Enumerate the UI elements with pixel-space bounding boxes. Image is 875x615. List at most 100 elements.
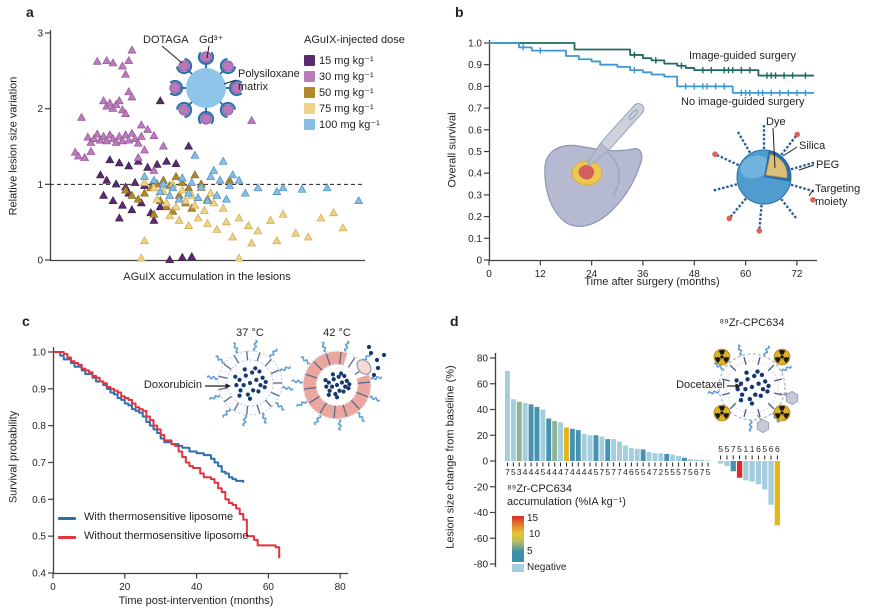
accumulation-colorbar: ⁸⁹Zr-CPC634 accumulation (%IA kg⁻¹) 15 1… bbox=[507, 483, 667, 583]
panel-c-survival: 0.4 0.5 0.6 0.7 0.8 0.9 1.0 0 20 40 60 80 c Surviva… bbox=[0, 305, 437, 615]
scatter-plot-a: 0 1 2 3 bbox=[37, 28, 365, 267]
swatch-100-icon bbox=[304, 118, 315, 130]
svg-text:5: 5 bbox=[670, 467, 675, 477]
swatch-30-icon bbox=[304, 70, 315, 82]
svg-text:5: 5 bbox=[718, 444, 723, 454]
peg-label: PEG bbox=[816, 159, 840, 171]
svg-text:0: 0 bbox=[476, 256, 482, 267]
svg-text:0.6: 0.6 bbox=[468, 125, 482, 136]
svg-text:0: 0 bbox=[37, 256, 43, 267]
image-guided-surgery-label: Image-guided surgery bbox=[689, 50, 797, 62]
svg-text:0.7: 0.7 bbox=[32, 458, 46, 469]
svg-text:40: 40 bbox=[191, 582, 203, 593]
svg-text:0: 0 bbox=[482, 457, 488, 468]
blue-line-icon bbox=[58, 517, 76, 520]
temp-37-label: 37 °C bbox=[236, 327, 264, 339]
svg-text:4: 4 bbox=[582, 467, 587, 477]
svg-text:0.8: 0.8 bbox=[32, 421, 46, 432]
panel-a-y-axis-title: Relative lesion size variation bbox=[7, 76, 20, 216]
svg-text:5: 5 bbox=[594, 467, 599, 477]
legend-label: With thermosensitive liposome bbox=[84, 511, 234, 523]
dotaga-label: DOTAGA bbox=[143, 34, 189, 46]
svg-text:4: 4 bbox=[647, 467, 652, 477]
svg-text:5: 5 bbox=[605, 467, 610, 477]
svg-text:0: 0 bbox=[486, 269, 492, 280]
svg-text:4: 4 bbox=[523, 467, 528, 477]
panel-b-survival: 0 0.1 0.2 0.3 0.4 0.5 0.6 0.7 0.8 0.9 1.0 0 12 24 36 48… bbox=[437, 0, 875, 305]
svg-text:0: 0 bbox=[50, 582, 56, 593]
svg-text:5: 5 bbox=[635, 467, 640, 477]
svg-text:0.3: 0.3 bbox=[468, 190, 482, 201]
svg-text:80: 80 bbox=[477, 354, 489, 365]
legend-label: 75 mg kg⁻¹ bbox=[319, 102, 374, 115]
svg-text:4: 4 bbox=[570, 467, 575, 477]
svg-text:1: 1 bbox=[750, 444, 755, 454]
km-plot-c: 0.4 0.5 0.6 0.7 0.8 0.9 1.0 0 20 40 60 80 bbox=[32, 339, 387, 593]
legend-label: Without thermosensitive liposome bbox=[84, 530, 249, 542]
svg-text:20: 20 bbox=[119, 582, 131, 593]
svg-text:2: 2 bbox=[37, 104, 43, 115]
svg-text:6: 6 bbox=[756, 444, 761, 454]
svg-text:7: 7 bbox=[564, 467, 569, 477]
doxorubicin-label: Doxorubicin bbox=[143, 379, 202, 391]
svg-text:5: 5 bbox=[511, 467, 516, 477]
colorbar-tick-15: 15 bbox=[527, 513, 539, 524]
km-plot-b: 0 0.1 0.2 0.3 0.4 0.5 0.6 0.7 0.8 0.9 1.0 0 12 24 36 48… bbox=[468, 39, 817, 280]
svg-text:7: 7 bbox=[682, 467, 687, 477]
swatch-75-icon bbox=[304, 102, 315, 114]
legend-title: AGuIX-injected dose bbox=[304, 34, 405, 46]
svg-text:60: 60 bbox=[263, 582, 275, 593]
colorbar-tick-5: 5 bbox=[527, 546, 533, 557]
legend-item-with-liposome: With thermosensitive liposome bbox=[58, 511, 248, 523]
svg-text:4: 4 bbox=[529, 467, 534, 477]
colorbar-title: ⁸⁹Zr-CPC634 accumulation (%IA kg⁻¹) bbox=[507, 483, 626, 508]
svg-text:5: 5 bbox=[737, 444, 742, 454]
swatch-15-icon bbox=[304, 54, 315, 66]
colorbar-negative-label: Negative bbox=[527, 562, 567, 573]
svg-text:7: 7 bbox=[731, 444, 736, 454]
svg-text:1.0: 1.0 bbox=[32, 348, 46, 359]
gd-label: Gd³⁺ bbox=[199, 34, 224, 46]
svg-text:6: 6 bbox=[694, 467, 699, 477]
svg-text:3: 3 bbox=[37, 28, 43, 39]
svg-text:5: 5 bbox=[540, 467, 545, 477]
svg-text:5: 5 bbox=[664, 467, 669, 477]
legend-label: 50 mg kg⁻¹ bbox=[319, 86, 374, 99]
svg-text:48: 48 bbox=[689, 269, 701, 280]
svg-text:7: 7 bbox=[611, 467, 616, 477]
temp-42-label: 42 °C bbox=[323, 327, 351, 339]
svg-text:-60: -60 bbox=[474, 534, 489, 545]
svg-text:72: 72 bbox=[791, 269, 803, 280]
panel-d-y-axis-title: Lesion size change from baseline (%) bbox=[444, 365, 457, 549]
svg-text:20: 20 bbox=[477, 431, 489, 442]
svg-text:5: 5 bbox=[706, 467, 711, 477]
polysiloxane-matrix-label: Polysiloxane matrix bbox=[238, 68, 300, 93]
svg-text:4: 4 bbox=[588, 467, 593, 477]
panel-c-x-axis-title: Time post-intervention (months) bbox=[118, 595, 274, 607]
svg-text:0.1: 0.1 bbox=[468, 234, 482, 245]
svg-text:0.2: 0.2 bbox=[468, 212, 482, 223]
svg-text:4: 4 bbox=[535, 467, 540, 477]
svg-text:-20: -20 bbox=[474, 482, 489, 493]
red-line-icon bbox=[58, 536, 76, 539]
no-image-guided-surgery-label: No image-guided surgery bbox=[681, 96, 805, 108]
svg-text:0.8: 0.8 bbox=[468, 82, 482, 93]
targeting-moiety-label: Targeting moiety bbox=[815, 183, 861, 208]
svg-text:0.4: 0.4 bbox=[468, 169, 482, 180]
dye-label: Dye bbox=[766, 116, 786, 128]
svg-text:0.5: 0.5 bbox=[468, 147, 482, 158]
panel-d-waterfall: 80 60 40 20 0 -20 -40 -60 -80 7 5 3 4 4 4 5 4 4 4 7 4 4 4 4 5 7 5 7… bbox=[437, 305, 875, 615]
svg-text:5: 5 bbox=[688, 467, 693, 477]
svg-text:5: 5 bbox=[762, 444, 767, 454]
svg-text:0.9: 0.9 bbox=[32, 384, 46, 395]
svg-text:1.0: 1.0 bbox=[468, 39, 482, 50]
silica-label: Silica bbox=[799, 140, 826, 152]
svg-text:3: 3 bbox=[517, 467, 522, 477]
panel-d-letter: d bbox=[450, 313, 459, 329]
panel-c-y-axis-title: Survival probability bbox=[7, 410, 20, 504]
svg-text:5: 5 bbox=[676, 467, 681, 477]
aguix-dose-legend: AGuIX-injected dose 15 mg kg⁻¹ 30 mg kg⁻… bbox=[304, 34, 405, 132]
panel-b-letter: b bbox=[455, 4, 464, 20]
